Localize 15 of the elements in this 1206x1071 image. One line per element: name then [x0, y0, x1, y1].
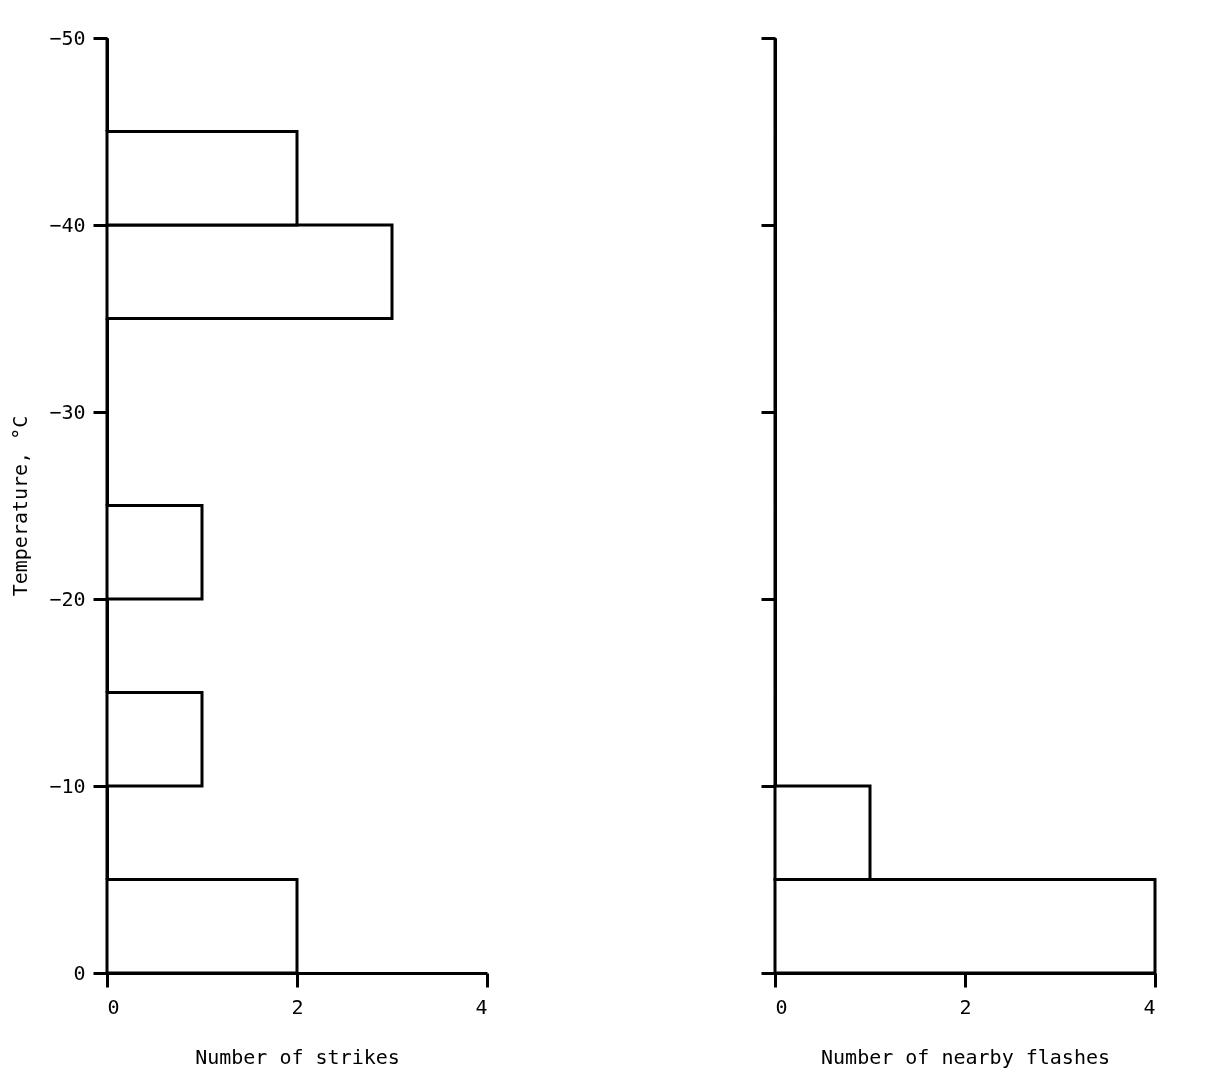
y-tick-label: −20: [49, 586, 86, 611]
x-tick-label: 0: [107, 994, 120, 1019]
y-tick-label: 0: [73, 960, 86, 985]
x-tick-label: 0: [775, 994, 788, 1019]
x-tick-label: 4: [1143, 994, 1156, 1019]
y-axis-title: Temperature, °C: [8, 415, 33, 597]
y-tick-label: −40: [49, 212, 86, 237]
x-tick-label: 4: [475, 994, 488, 1019]
y-tick-label: −50: [49, 25, 86, 50]
x-axis-title: Number of strikes: [195, 1044, 400, 1069]
x-axis-title: Number of nearby flashes: [821, 1044, 1110, 1069]
y-tick-label: −10: [49, 773, 86, 798]
x-tick-label: 2: [959, 994, 972, 1019]
y-tick-label: −30: [49, 399, 86, 424]
x-tick-label: 2: [291, 994, 304, 1019]
